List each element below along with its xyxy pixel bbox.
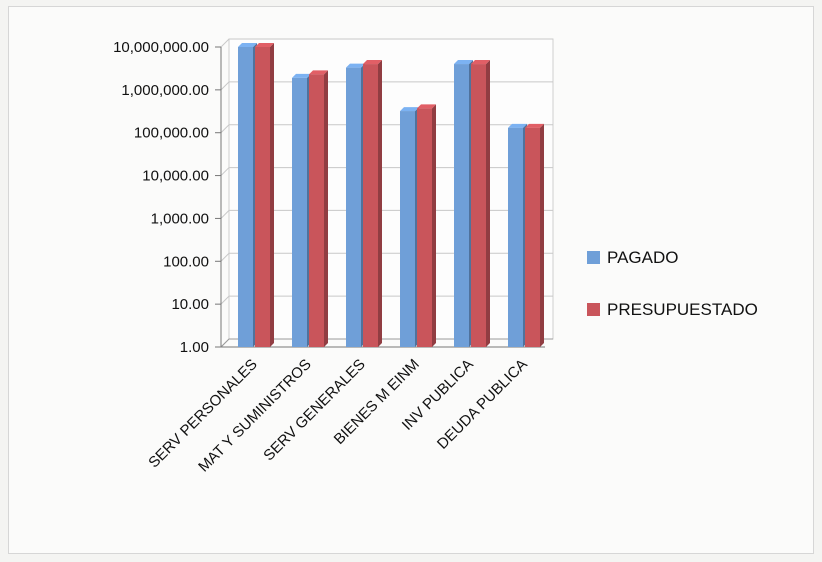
gridline xyxy=(220,167,553,176)
bar-front xyxy=(525,127,540,348)
y-tick-label: 10,000,000.00 xyxy=(113,39,209,56)
bar xyxy=(508,123,527,348)
y-axis-tick-labels: 10,000,000.00 1,000,000.00 100,000.00 10,00… xyxy=(113,39,209,356)
bar xyxy=(525,123,544,348)
bar xyxy=(309,70,328,347)
axes xyxy=(215,46,553,348)
bar-front xyxy=(255,47,270,347)
gridline xyxy=(220,295,553,305)
bar-front xyxy=(309,74,324,347)
y-tick-label: 1.00 xyxy=(180,339,209,356)
bar-front xyxy=(417,108,432,347)
bar-side xyxy=(486,60,490,348)
bar-top xyxy=(400,107,419,112)
legend-label: PAGADO xyxy=(607,248,678,267)
bar xyxy=(454,60,473,348)
gridline xyxy=(220,124,553,134)
bar-top xyxy=(363,60,382,65)
bar-top xyxy=(508,123,527,128)
x-category-label: SERV PERSONALES xyxy=(145,356,261,472)
y-tick-label: 10,000.00 xyxy=(142,168,209,185)
bar-top xyxy=(309,70,328,75)
bar-front xyxy=(363,64,378,348)
legend-swatch xyxy=(587,251,600,264)
floor-edge xyxy=(220,338,553,348)
bar xyxy=(363,60,382,348)
legend-swatch xyxy=(587,303,600,316)
y-tick-label: 10.00 xyxy=(171,296,209,313)
bar-top xyxy=(525,123,544,128)
bar-top xyxy=(292,73,311,78)
y-tick-label: 1,000.00 xyxy=(151,210,209,227)
bar-top xyxy=(454,60,473,65)
bar-top xyxy=(255,43,274,47)
bar-side xyxy=(540,123,544,348)
bar-front xyxy=(508,127,523,348)
bar xyxy=(292,73,311,348)
gridline xyxy=(220,209,553,219)
gridline xyxy=(220,38,553,48)
y-tick-label: 1,000,000.00 xyxy=(121,82,209,99)
bar-front xyxy=(292,77,307,348)
bar xyxy=(471,60,490,348)
bar-front xyxy=(471,64,486,348)
bar xyxy=(346,63,365,347)
bar-front xyxy=(238,47,253,347)
bar-side xyxy=(324,70,328,347)
bar-top xyxy=(417,104,436,109)
chart: 10,000,000.00 1,000,000.00 100,000.00 10,00… xyxy=(113,38,758,476)
bars xyxy=(238,43,544,348)
bar-side xyxy=(378,60,382,348)
legend: PAGADO PRESUPUESTADO xyxy=(587,248,758,319)
legend-label: PRESUPUESTADO xyxy=(607,300,758,319)
y-tick-label: 100,000.00 xyxy=(134,125,209,142)
bar-front xyxy=(400,111,415,347)
gridlines xyxy=(220,38,554,348)
bar xyxy=(400,107,419,347)
x-category-label: DEUDA PUBLICA xyxy=(434,356,531,453)
bar-side xyxy=(432,104,436,347)
bar xyxy=(255,43,274,347)
plot-back-wall xyxy=(228,38,554,340)
bar xyxy=(238,43,257,347)
bar-top xyxy=(346,63,365,68)
gridline xyxy=(220,252,553,262)
x-category-label: SERV GENERALES xyxy=(260,356,369,465)
chart-frame: 10,000,000.00 1,000,000.00 100,000.00 10,00… xyxy=(8,6,814,554)
bar-front xyxy=(346,67,361,347)
bar-top xyxy=(238,43,257,47)
bar-front xyxy=(454,64,469,348)
y-tick-label: 100.00 xyxy=(163,253,209,270)
bar-top xyxy=(471,60,490,65)
bar xyxy=(417,104,436,347)
bar-side xyxy=(270,43,274,347)
gridline xyxy=(220,81,553,91)
